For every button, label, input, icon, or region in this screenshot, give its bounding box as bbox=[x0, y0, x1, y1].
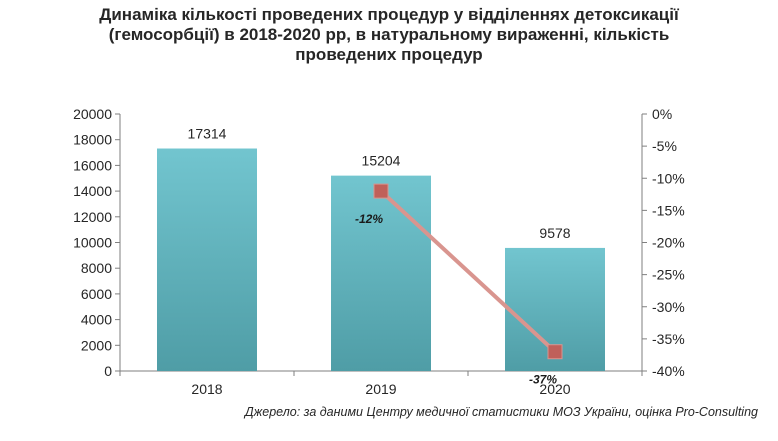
axes: 0 2000 4000 6000 8000 10000 12000 14000 16000 180… bbox=[73, 106, 685, 397]
y2-tick-label: -30% bbox=[652, 299, 685, 315]
x-tick-label: 2018 bbox=[191, 381, 222, 397]
data-labels: 17314 15204 9578 -12% -37% bbox=[188, 126, 571, 387]
chart-title: Динаміка кількості проведених процедур у… bbox=[20, 5, 758, 65]
percent-label: -37% bbox=[529, 373, 557, 387]
percent-marker-2019 bbox=[373, 183, 389, 199]
y2-tick-label: -15% bbox=[652, 202, 685, 218]
y-tick-label: 10000 bbox=[73, 235, 112, 251]
percent-label: -12% bbox=[355, 212, 383, 226]
chart-title-line-3: проведених процедур bbox=[295, 45, 483, 64]
y2-tick-label: -20% bbox=[652, 235, 685, 251]
bar-2018 bbox=[157, 148, 257, 371]
bar-value-label: 17314 bbox=[188, 126, 227, 142]
y2-tick-label: -5% bbox=[652, 138, 677, 154]
percent-line-series bbox=[373, 183, 563, 360]
y-tick-label: 2000 bbox=[81, 337, 112, 353]
y-tick-label: 6000 bbox=[81, 286, 112, 302]
chart-title-line-1: Динаміка кількості проведених процедур у… bbox=[99, 5, 679, 24]
y2-tick-label: -10% bbox=[652, 170, 685, 186]
y-tick-label: 4000 bbox=[81, 312, 112, 328]
y2-tick-label: 0% bbox=[652, 106, 672, 122]
y-tick-label: 20000 bbox=[73, 106, 112, 122]
percent-line bbox=[379, 189, 557, 354]
bar-value-label: 9578 bbox=[539, 225, 570, 241]
source-note: Джерело: за даними Центру медичної стати… bbox=[244, 405, 758, 419]
y-tick-label: 12000 bbox=[73, 209, 112, 225]
y-tick-label: 0 bbox=[104, 363, 112, 379]
chart-title-line-2: (гемосорбції) в 2018-2020 рр, в натураль… bbox=[108, 25, 670, 44]
x-tick-label: 2020 bbox=[539, 381, 570, 397]
y-tick-label: 18000 bbox=[73, 132, 112, 148]
percent-marker-2020 bbox=[547, 344, 563, 360]
y2-tick-label: -40% bbox=[652, 363, 685, 379]
y-tick-label: 14000 bbox=[73, 183, 112, 199]
bar-value-label: 15204 bbox=[362, 153, 401, 169]
y-tick-label: 8000 bbox=[81, 260, 112, 276]
y2-tick-label: -35% bbox=[652, 331, 685, 347]
bar-2019 bbox=[331, 175, 431, 371]
y-tick-label: 16000 bbox=[73, 157, 112, 173]
y2-tick-label: -25% bbox=[652, 267, 685, 283]
x-tick-label: 2019 bbox=[365, 381, 396, 397]
